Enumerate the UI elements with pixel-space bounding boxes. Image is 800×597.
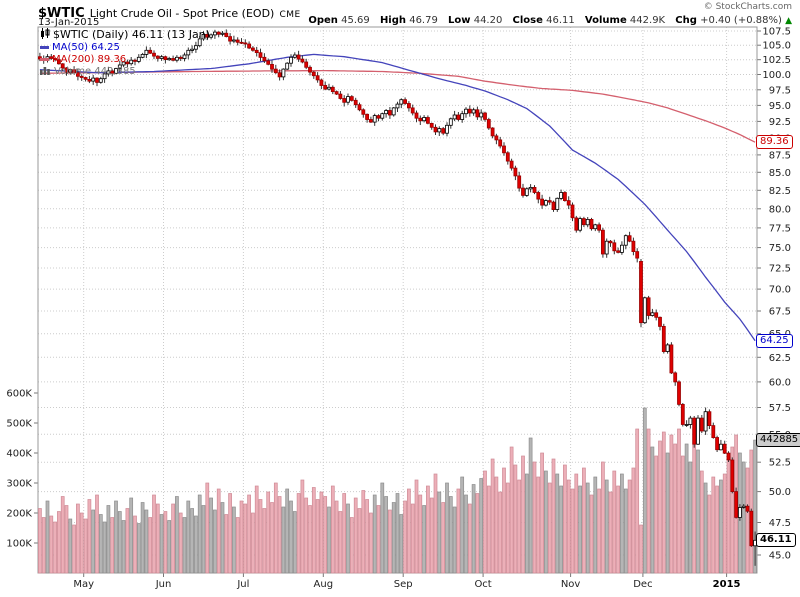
ma200-line-swatch: [40, 57, 49, 61]
copyright: © StockCharts.com: [703, 2, 792, 12]
svg-text:102.5: 102.5: [762, 55, 791, 66]
instrument-title: Light Crude Oil - Spot Price (EOD): [89, 7, 275, 20]
svg-text:100.0: 100.0: [762, 70, 791, 81]
svg-text:97.5: 97.5: [769, 85, 791, 96]
volume-bars-icon: [40, 66, 51, 79]
svg-text:87.5: 87.5: [769, 150, 791, 161]
svg-text:105.0: 105.0: [762, 41, 791, 52]
chg-value: +0.40 (+0.88%): [700, 15, 782, 26]
ma50-line-swatch: [40, 45, 49, 49]
legend-volume-label: Volume 442,885: [54, 66, 136, 77]
svg-text:52.5: 52.5: [769, 458, 791, 469]
volume-value: 442.9K: [629, 15, 666, 26]
svg-text:Sep: Sep: [394, 579, 413, 590]
svg-text:72.5: 72.5: [769, 264, 791, 275]
volume-value-callout: 442885: [756, 433, 800, 448]
svg-text:Oct: Oct: [474, 579, 491, 590]
chg-label: Chg: [675, 15, 697, 26]
close-label: Close: [512, 15, 543, 26]
svg-text:77.5: 77.5: [769, 223, 791, 234]
legend-ma50-label: MA(50) 64.25: [52, 42, 120, 53]
ticker-symbol: $WTIC: [38, 6, 85, 21]
last-price-callout: 46.11: [756, 533, 796, 548]
legend-volume-row: Volume 442,885: [40, 66, 136, 79]
legend-ma50-row: MA(50) 64.25: [40, 42, 120, 54]
open-label: Open: [308, 15, 338, 26]
svg-text:2015: 2015: [713, 579, 741, 590]
svg-text:85.0: 85.0: [769, 168, 791, 179]
svg-text:400K: 400K: [6, 449, 32, 460]
low-label: Low: [448, 15, 471, 26]
quote-summary-bar: Open 45.69 High 46.79 Low 44.20 Close 46…: [308, 15, 792, 26]
svg-text:47.5: 47.5: [769, 518, 791, 529]
legend-ma200-row: MA(200) 89.36: [40, 54, 126, 66]
svg-text:82.5: 82.5: [769, 186, 791, 197]
low-value: 44.20: [473, 15, 503, 26]
volume-bars: [38, 407, 757, 574]
svg-text:500K: 500K: [6, 419, 32, 430]
svg-text:May: May: [73, 579, 94, 590]
up-arrow-icon: ▲: [785, 16, 792, 26]
candlesticks: [38, 29, 757, 566]
close-value: 46.11: [546, 15, 575, 26]
svg-text:50.0: 50.0: [769, 487, 791, 498]
svg-text:67.5: 67.5: [769, 307, 791, 318]
ma50-value-callout: 64.25: [756, 333, 793, 348]
high-label: High: [379, 15, 407, 26]
svg-text:70.0: 70.0: [769, 285, 791, 296]
high-value: 46.79: [409, 15, 438, 26]
legend-main-row: $WTIC (Daily) 46.11 (13 Jan): [40, 28, 210, 42]
svg-text:75.0: 75.0: [769, 243, 791, 254]
chart-header: $WTIC Light Crude Oil - Spot Price (EOD)…: [38, 2, 301, 21]
svg-text:95.0: 95.0: [769, 101, 791, 112]
svg-text:60.0: 60.0: [769, 377, 791, 388]
svg-text:200K: 200K: [6, 509, 32, 520]
svg-text:100K: 100K: [6, 539, 32, 550]
svg-text:Jun: Jun: [155, 579, 172, 590]
ma200-value-callout: 89.36: [756, 135, 793, 150]
svg-text:Nov: Nov: [561, 579, 581, 590]
open-value: 45.69: [341, 15, 370, 26]
svg-text:62.5: 62.5: [769, 353, 791, 364]
svg-text:107.5: 107.5: [762, 27, 791, 38]
volume-label: Volume: [584, 15, 627, 26]
exchange-label: CME: [279, 10, 301, 20]
legend-ma200-label: MA(200) 89.36: [52, 54, 127, 65]
svg-text:Aug: Aug: [314, 579, 334, 590]
chart-date: 13-Jan-2015: [38, 17, 100, 28]
candlestick-icon: [40, 28, 50, 42]
legend-main-label: $WTIC (Daily) 46.11 (13 Jan): [53, 28, 210, 41]
ma50-line: [39, 53, 756, 342]
svg-text:Jul: Jul: [236, 579, 249, 590]
svg-text:45.0: 45.0: [769, 551, 791, 562]
svg-text:57.5: 57.5: [769, 403, 791, 414]
svg-text:300K: 300K: [6, 479, 32, 490]
svg-text:600K: 600K: [6, 389, 32, 400]
svg-text:Dec: Dec: [633, 579, 652, 590]
svg-text:80.0: 80.0: [769, 204, 791, 215]
ma200-line: [39, 69, 756, 143]
svg-text:92.5: 92.5: [769, 117, 791, 128]
